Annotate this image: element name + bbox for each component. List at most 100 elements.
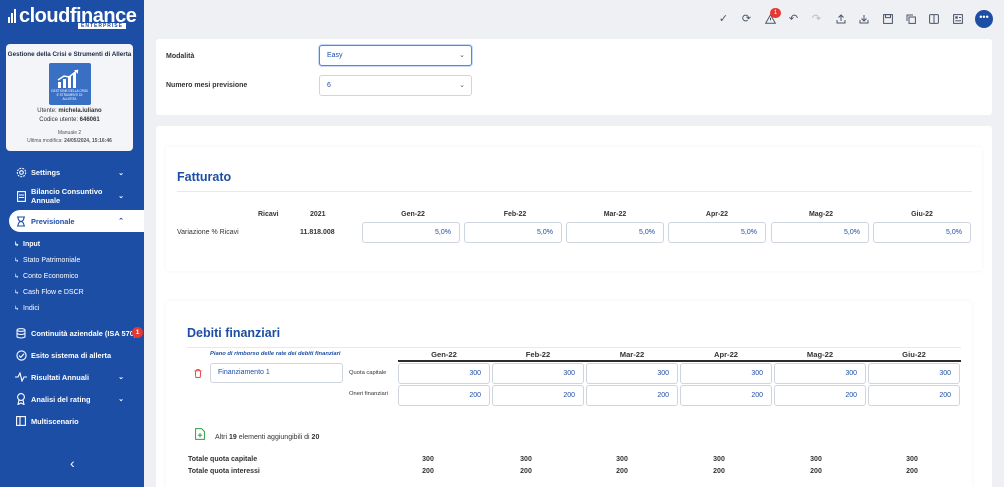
ricavi-2021-value: 11.818.008 [300,229,335,236]
sidebar-subitem-conto-economico[interactable]: ↳ Conto Economico [14,272,79,280]
undo-icon[interactable]: ↶ [788,13,799,25]
logo-bars-icon [8,9,16,23]
award-icon [15,393,27,405]
quota-input[interactable]: 300 [586,363,678,384]
quota-label: Quota capitale [349,370,387,376]
warning-icon[interactable] [764,12,777,25]
check-icon[interactable]: ✓ [718,13,729,25]
check-circle-icon [15,349,27,361]
header-underline [398,360,961,362]
profile-card: Gestione della Crisi e Strumenti di Alle… [6,44,133,151]
month-header: Giu-22 [911,211,933,218]
chevron-down-icon: ⌄ [118,193,124,200]
divider [177,191,972,192]
profile-title: Gestione della Crisi e Strumenti di Alle… [7,51,132,58]
settings-panel: Modalità Easy ⌄ Numero mesi previsione 6… [156,39,992,115]
variazione-label: Variazione % Ricavi [177,229,239,236]
sidebar-item-analisi[interactable]: Analisi del rating ⌄ [6,388,144,410]
split-view-icon[interactable] [927,12,940,25]
alert-badge: 1 [770,8,781,18]
month-header: Mar-22 [619,350,645,359]
ricavi-header: Ricavi [258,211,279,218]
database-icon [15,327,27,339]
profile-last-mod: Ultima modifica: 24/05/2024, 15:16:46 [27,138,112,144]
variazione-input[interactable]: 5,0% [464,222,562,243]
quota-input[interactable]: 300 [774,363,866,384]
growth-chart-icon: GESTIONE DELLA CRISI E STRUMENTI DI ALLE… [48,63,91,105]
sidebar-subitem-cash-flow[interactable]: ↳ Cash Flow e DSCR [14,288,84,296]
sidebar-item-multiscenario[interactable]: Multiscenario [6,410,144,432]
oneri-input[interactable]: 200 [774,385,866,406]
layout-icon[interactable] [951,12,964,25]
variazione-input[interactable]: 5,0% [873,222,971,243]
variazione-input[interactable]: 5,0% [771,222,869,243]
month-header: Mar-22 [603,211,627,218]
save-icon[interactable] [881,12,894,25]
sidebar-item-risultati[interactable]: Risultati Annuali ⌄ [6,366,144,388]
variazione-input[interactable]: 5,0% [362,222,460,243]
month-header: Apr-22 [713,350,739,359]
oneri-input[interactable]: 200 [398,385,490,406]
chevron-down-icon: ⌄ [118,396,124,403]
sidebar-item-settings[interactable]: Settings ⌄ [6,162,144,182]
month-header: Feb-22 [525,350,551,359]
sidebar-item-continuita[interactable]: Continuità aziendale (ISA 570) 1 [6,322,144,344]
variazione-input[interactable]: 5,0% [668,222,766,243]
add-elements-text: Altri 19 elementi aggiungibili di 20 [215,434,320,441]
trash-icon[interactable] [194,369,202,380]
totale-interessi-label: Totale quota interessi [188,468,260,475]
upload-icon[interactable] [834,12,847,25]
chevron-down-icon: ⌄ [459,82,465,89]
refresh-icon[interactable]: ⟳ [741,13,752,25]
totale-interessi-value: 200 [906,468,918,475]
plan-label: Piano di rimborso delle rate dei debiti … [210,351,341,357]
financing-name-input[interactable]: Finanziamento 1 [210,363,343,383]
profile-manual: Manuale 2 [57,130,82,136]
fatturato-title: Fatturato [177,170,232,184]
divider [187,347,961,348]
collapse-sidebar-icon[interactable]: ‹ [70,455,75,471]
quota-input[interactable]: 300 [398,363,490,384]
chevron-down-icon: ⌄ [118,374,124,381]
app-logo[interactable]: cloudfinance [8,5,137,27]
logo-text: cloudfinance [19,5,137,27]
mesi-select[interactable]: 6 ⌄ [319,75,472,96]
totale-capitale-value: 300 [713,456,725,463]
totale-interessi-value: 200 [810,468,822,475]
modalita-select[interactable]: Easy ⌄ [319,45,472,66]
sidebar-nav: Settings ⌄ Bilancio Consuntivo Annuale ⌄… [6,162,144,432]
quota-input[interactable]: 300 [868,363,960,384]
quota-input[interactable]: 300 [492,363,584,384]
gear-icon [15,166,27,178]
sidebar-item-esito[interactable]: Esito sistema di allerta [6,344,144,366]
sub-arrow-icon: ↳ [14,257,20,264]
oneri-input[interactable]: 200 [492,385,584,406]
profile-user: Utente: michela.iuliano [37,108,102,114]
month-header: Gen-22 [401,211,425,218]
add-file-icon[interactable] [195,428,205,442]
debiti-card: Debiti finanziari Piano di rimborso dell… [166,301,972,487]
sidebar-subitem-stato-patrimoniale[interactable]: ↳ Stato Patrimoniale [14,256,81,264]
month-header: Mag-22 [808,211,834,218]
fatturato-card: Fatturato Ricavi 2021 Gen-22 Feb-22 Mar-… [166,147,982,271]
oneri-input[interactable]: 200 [586,385,678,406]
more-options-button[interactable]: ••• [975,10,993,28]
month-header: Giu-22 [902,350,926,359]
oneri-input[interactable]: 200 [680,385,772,406]
document-icon [15,190,27,202]
sidebar-subitem-input[interactable]: ↳ Input [14,240,41,248]
download-icon[interactable] [857,12,870,25]
sub-arrow-icon: ↳ [14,289,20,296]
oneri-input[interactable]: 200 [868,385,960,406]
modalita-label: Modalità [166,53,195,60]
sidebar-subitem-indici[interactable]: ↳ Indici [14,304,40,312]
copy-icon[interactable] [904,12,917,25]
sidebar-item-previsionale[interactable]: Previsionale ⌃ [9,210,144,232]
sidebar-item-bilancio[interactable]: Bilancio Consuntivo Annuale ⌄ [6,182,144,210]
redo-icon[interactable]: ↷ [811,13,822,25]
chevron-down-icon: ⌄ [118,170,124,177]
month-header: Apr-22 [705,211,729,218]
variazione-input[interactable]: 5,0% [566,222,664,243]
quota-input[interactable]: 300 [680,363,772,384]
oneri-label: Oneri finanziari [349,391,388,397]
